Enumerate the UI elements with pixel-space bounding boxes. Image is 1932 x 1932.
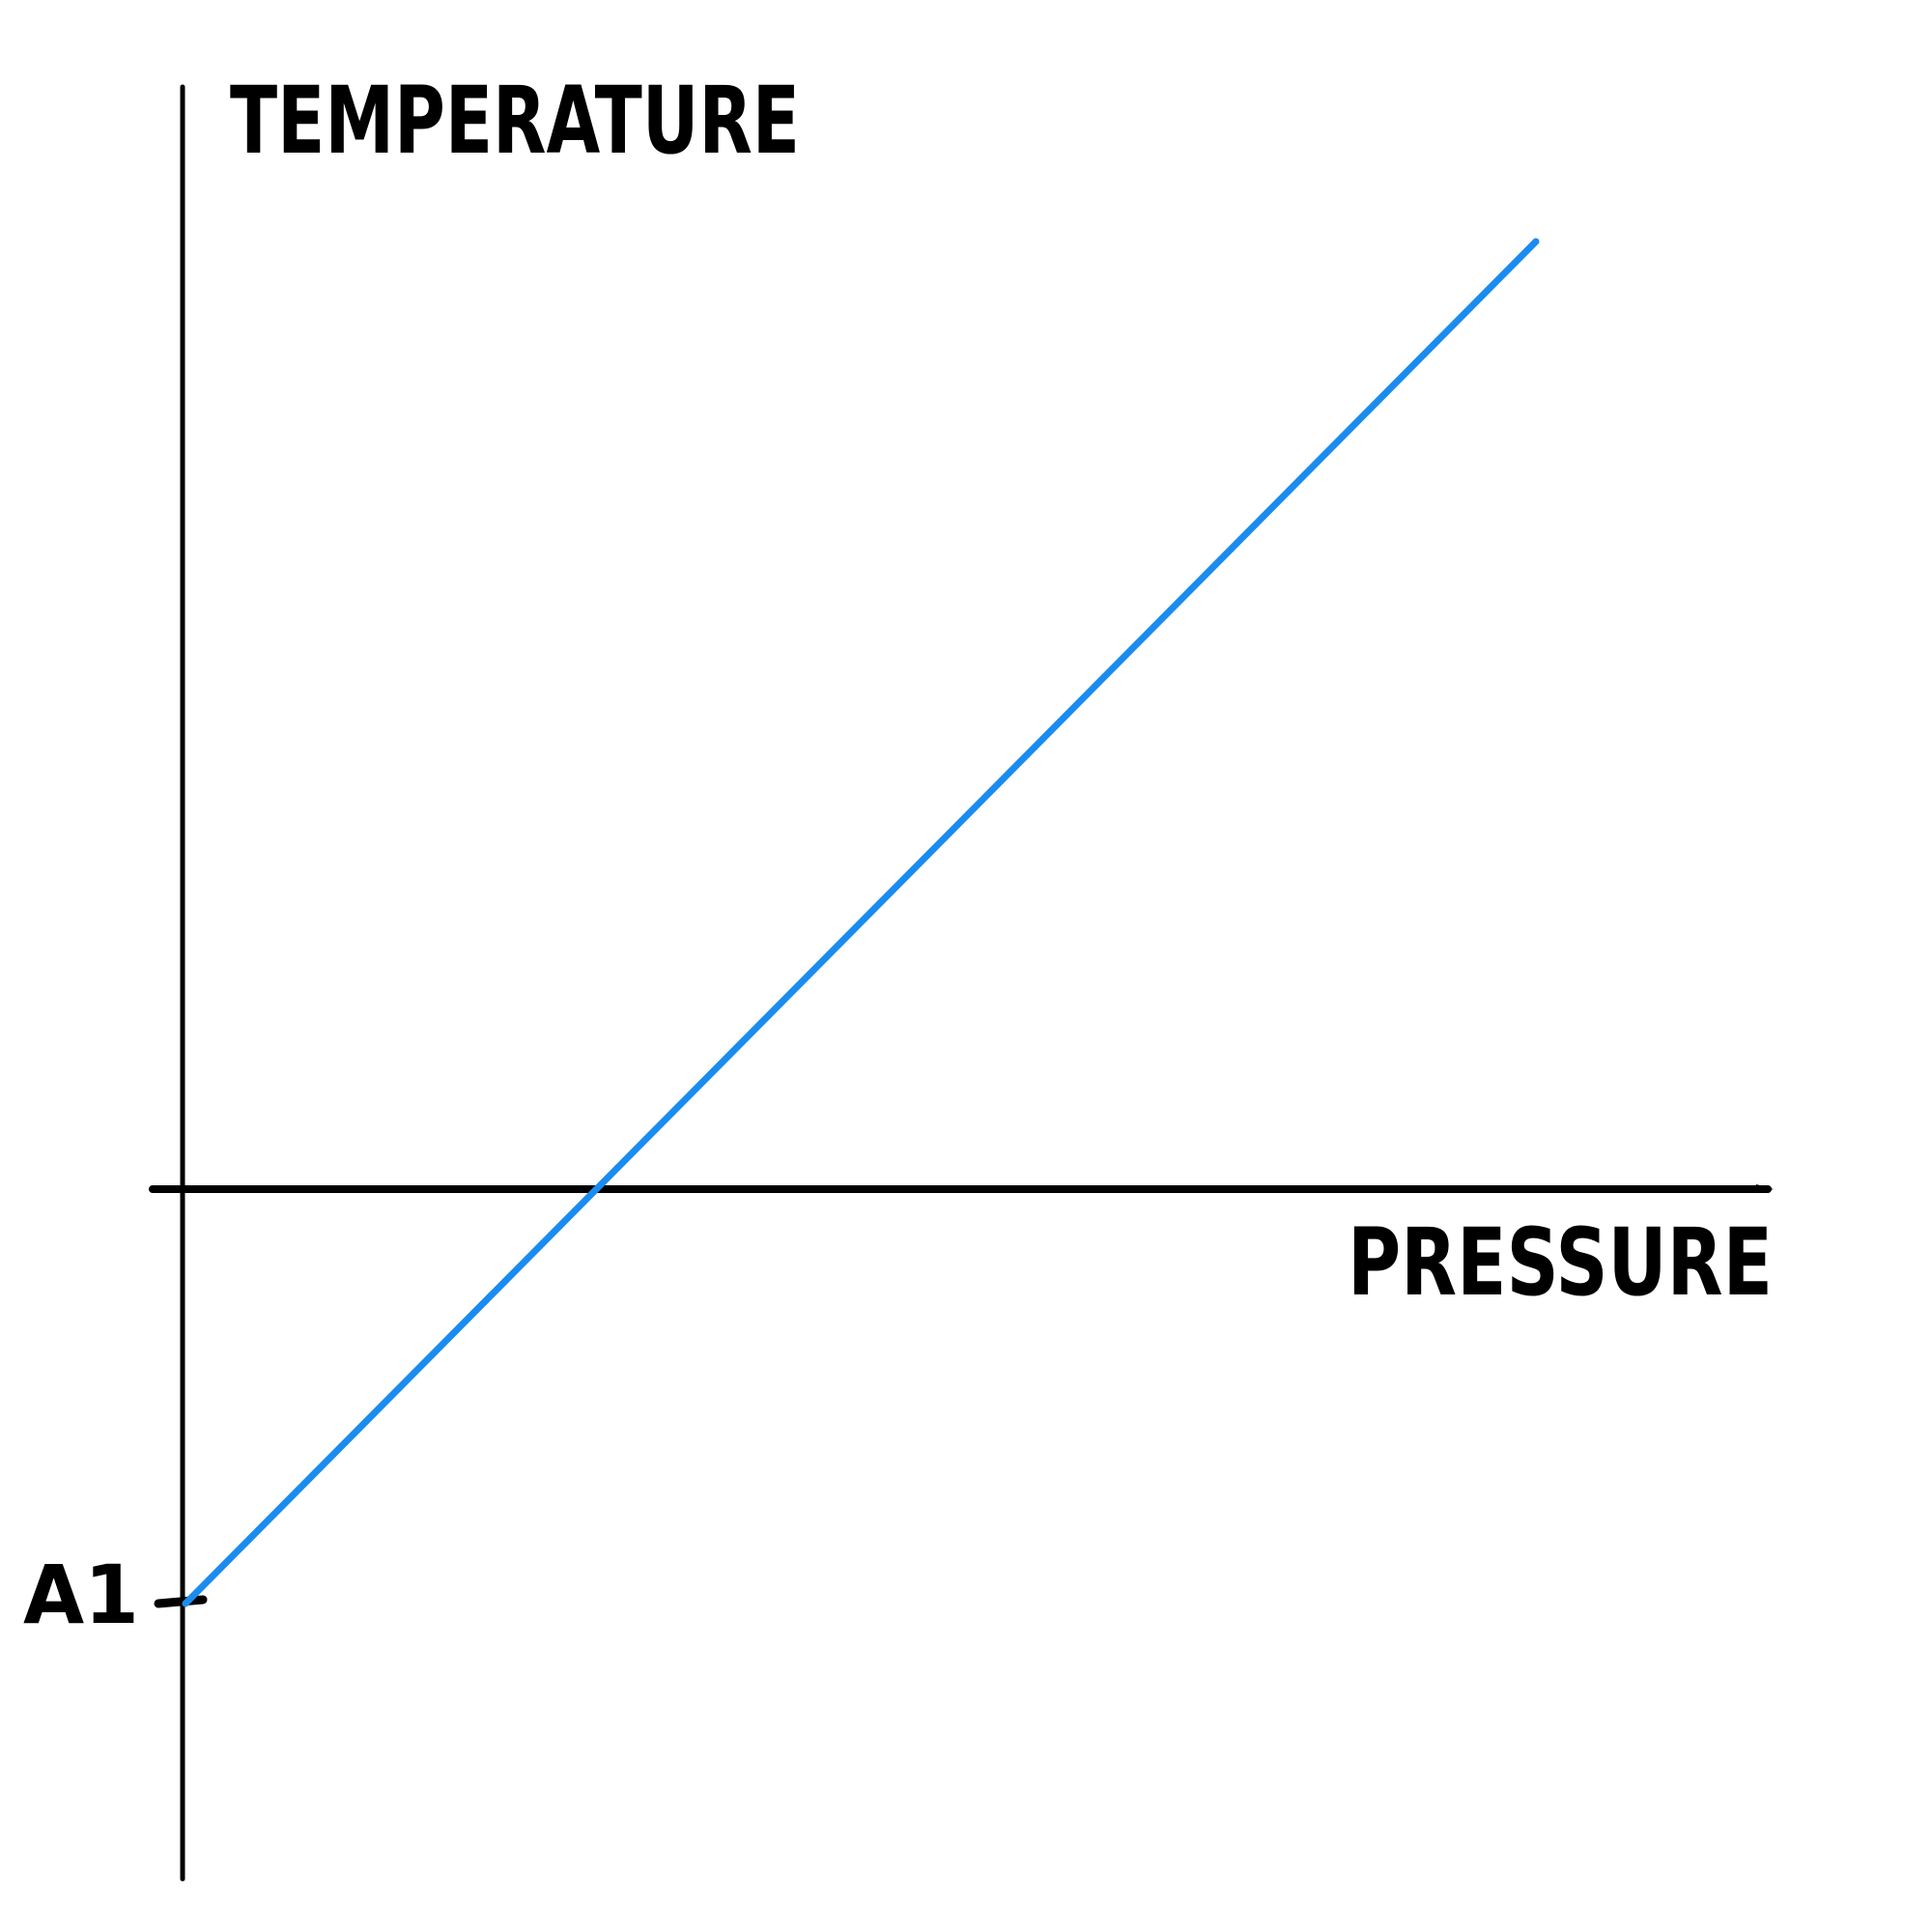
series-line-0 bbox=[182, 238, 1540, 1607]
y-tick-label: A1 bbox=[23, 1548, 139, 1642]
series-layer bbox=[182, 238, 1540, 1607]
x-axis-label: PRESSURE bbox=[1348, 1208, 1773, 1317]
y-tick-mark bbox=[154, 1595, 208, 1608]
x-axis-arrow-tip bbox=[1756, 1184, 1774, 1193]
y-axis-label: TEMPERATURE bbox=[230, 67, 800, 175]
